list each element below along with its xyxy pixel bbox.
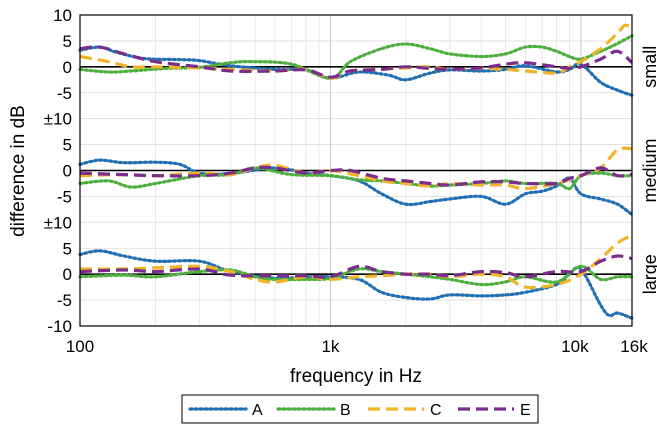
y-tick-label: -5 xyxy=(57,187,72,206)
x-tick-label: 100 xyxy=(66,337,94,356)
y-tick-label: 0 xyxy=(63,162,72,181)
y-tick-label: 5 xyxy=(63,136,72,155)
y-tick-label: -10 xyxy=(47,317,72,336)
series-layer xyxy=(78,23,634,320)
y-tick-label: -5 xyxy=(57,84,72,103)
x-tick-labels: 100 1k 10k 16k xyxy=(66,337,648,356)
y-tick-label: 5 xyxy=(63,32,72,51)
x-axis-title: frequency in Hz xyxy=(290,366,422,387)
y-tick-labels: 10 5 0 -5 ±10 5 0 -5 ±10 5 0 -5 -10 xyxy=(44,6,72,336)
legend-label-B: B xyxy=(340,402,351,419)
y-tick-label: 5 xyxy=(63,239,72,258)
panel-labels: small medium large xyxy=(640,46,657,294)
series-E-medium xyxy=(79,165,633,187)
y-tick-label: ±10 xyxy=(44,213,72,232)
legend-label-E: E xyxy=(520,402,531,419)
panel-medium xyxy=(78,146,634,217)
x-tick-label: 16k xyxy=(620,337,648,356)
series-C-large xyxy=(79,233,633,290)
y-tick-label: 0 xyxy=(63,58,72,77)
x-tick-label: 1k xyxy=(321,337,339,356)
y-axis-title: difference in dB xyxy=(8,105,29,237)
legend-label-A: A xyxy=(252,402,263,419)
x-tick-label: 10k xyxy=(561,337,589,356)
panel-label-medium: medium xyxy=(640,138,657,202)
y-tick-label: ±10 xyxy=(44,110,72,129)
series-E-small xyxy=(79,45,634,79)
series-E-large xyxy=(79,254,633,279)
legend-label-C: C xyxy=(430,402,442,419)
y-tick-label: -5 xyxy=(57,291,72,310)
panel-label-small: small xyxy=(640,46,657,88)
panel-small xyxy=(78,23,634,97)
plot-frame xyxy=(79,14,633,327)
panel-label-large: large xyxy=(640,254,657,294)
y-tick-label: 10 xyxy=(53,6,72,25)
y-tick-label: 0 xyxy=(63,265,72,284)
panel-large xyxy=(78,233,634,320)
